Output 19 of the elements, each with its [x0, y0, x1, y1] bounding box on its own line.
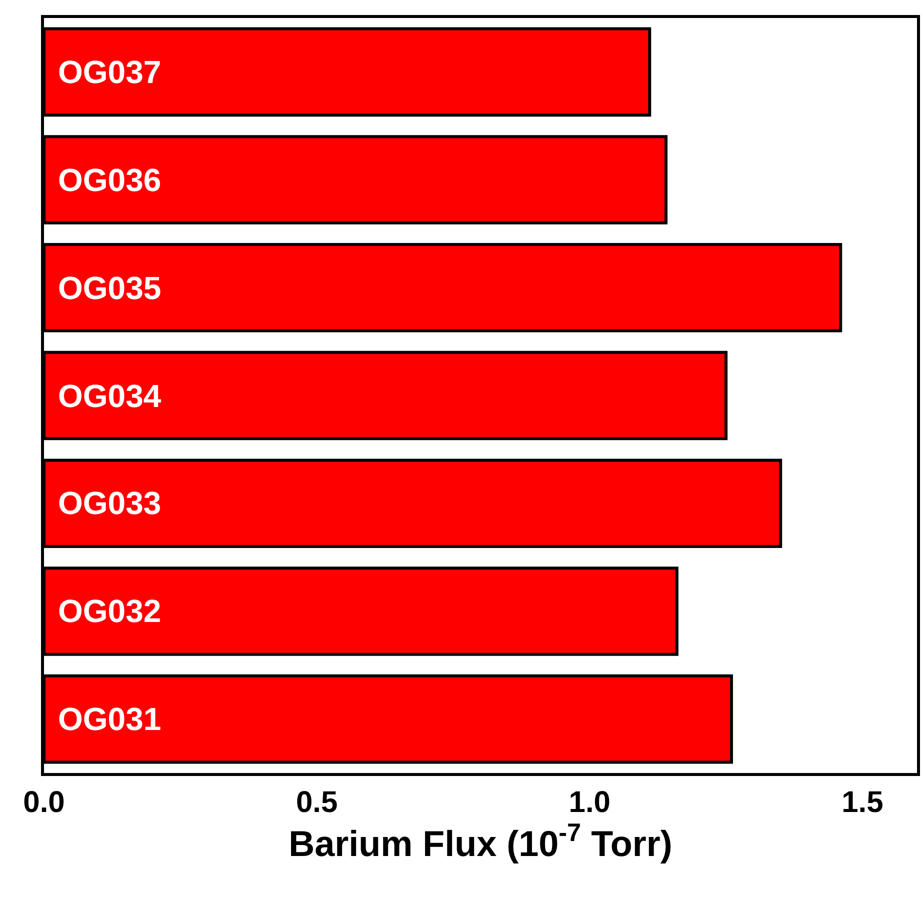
bar — [44, 674, 733, 764]
y-tick-label: OG034 — [58, 378, 162, 414]
x-tick-label: 1.0 — [568, 786, 610, 819]
bar — [44, 458, 782, 548]
x-tick-label: 1.5 — [842, 786, 884, 819]
bar — [44, 243, 842, 332]
bar — [44, 135, 668, 224]
bar — [44, 350, 728, 440]
x-tick-label: 0.0 — [23, 786, 65, 819]
y-tick-label: OG032 — [58, 593, 162, 629]
y-tick-label: OG037 — [58, 54, 162, 90]
bar — [44, 27, 652, 117]
y-tick-label: OG035 — [58, 270, 162, 306]
y-tick-label: OG031 — [58, 701, 162, 737]
x-axis-title: Barium Flux (10$^{-7}$ Torr) — [288, 819, 672, 864]
y-tick-label: OG033 — [58, 485, 162, 521]
x-tick-label: 0.5 — [296, 786, 338, 819]
y-tick-label: OG036 — [58, 162, 162, 198]
bar — [44, 566, 678, 656]
